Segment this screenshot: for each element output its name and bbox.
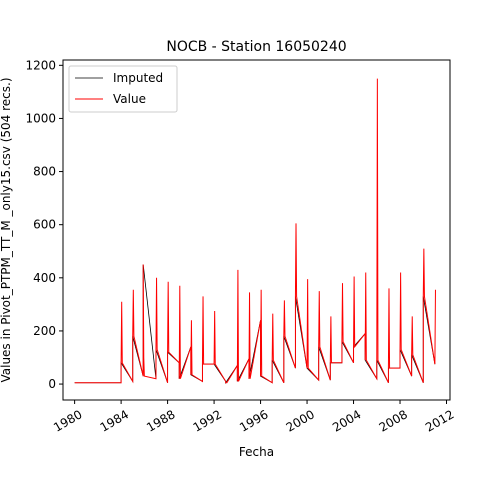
y-tick-label: 200 (33, 324, 56, 338)
y-tick-label: 400 (33, 271, 56, 285)
legend-label-imputed: Imputed (113, 71, 163, 85)
x-axis: 1980 1984 1988 1992 1996 2000 2004 2008 2012 (51, 400, 457, 435)
y-tick-label: 1000 (25, 111, 56, 125)
y-tick-label: 600 (33, 218, 56, 232)
legend: Imputed Value (68, 65, 178, 113)
plot-lines (74, 78, 436, 385)
legend-box (68, 65, 178, 113)
y-axis-label: Values in Pivot_PTPM_TT_M _only15.csv (5… (0, 77, 13, 382)
series-line-value (74, 78, 436, 384)
y-tick-label: 800 (33, 165, 56, 179)
x-axis-label: Fecha (239, 445, 274, 459)
chart-title: NOCB - Station 16050240 (166, 39, 346, 55)
y-tick-label: 1200 (25, 58, 56, 72)
plot-frame (62, 59, 451, 401)
y-tick-label: 0 (48, 377, 56, 391)
legend-label-value: Value (113, 92, 146, 106)
y-axis: 0 200 400 600 800 1000 1200 (25, 58, 63, 391)
